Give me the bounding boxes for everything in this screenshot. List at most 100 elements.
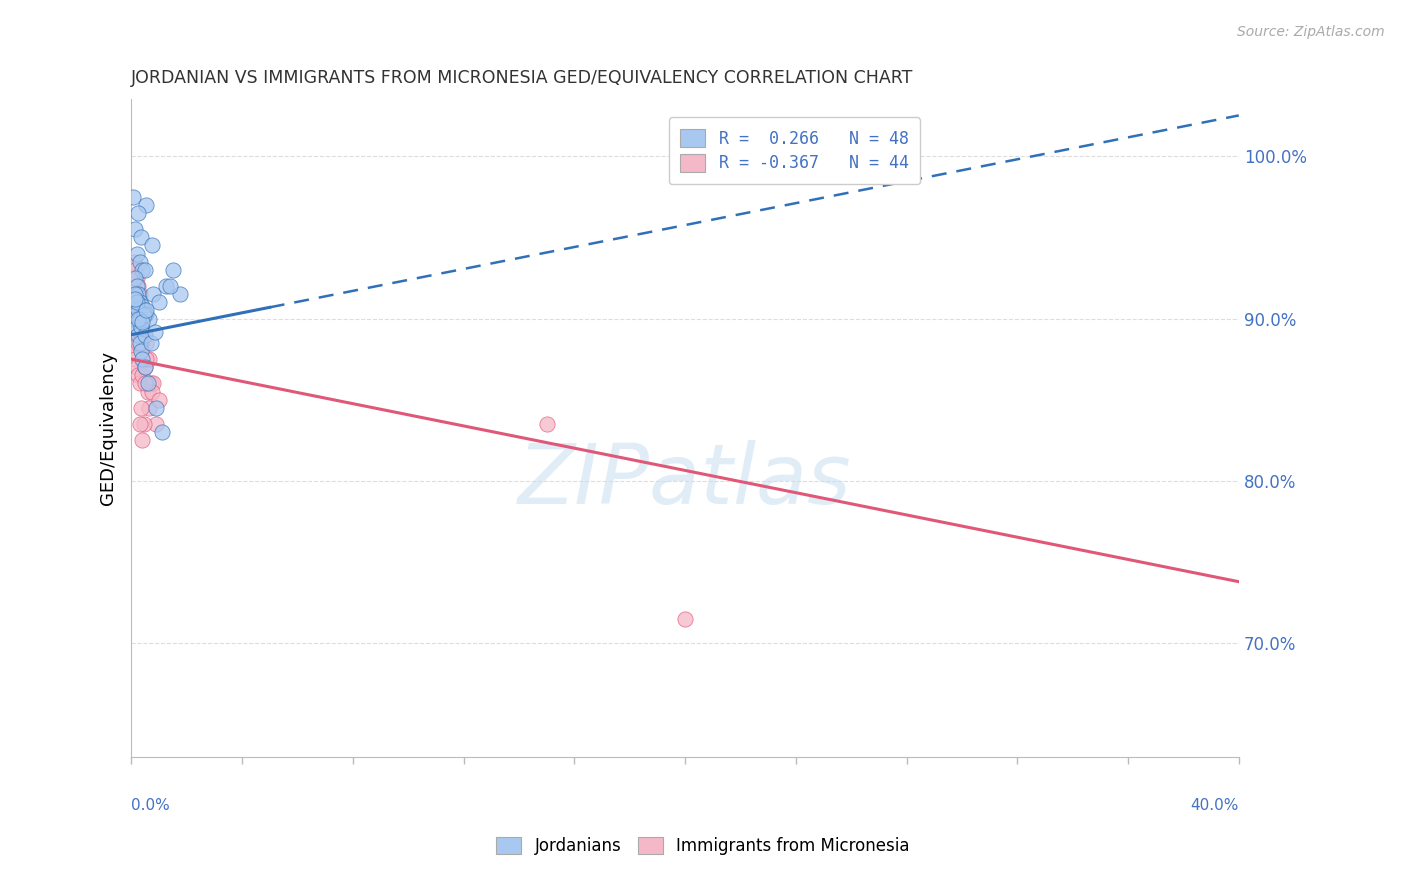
Text: ZIPatlas: ZIPatlas: [519, 441, 852, 521]
Point: [142, 376, 165, 391]
Point: [131, 299, 153, 313]
Point: [124, 295, 146, 310]
Point: [128, 417, 150, 431]
Point: [135, 303, 157, 318]
Point: [124, 262, 146, 277]
Point: [125, 246, 148, 260]
Point: [536, 417, 558, 431]
Point: [124, 311, 146, 326]
Point: [132, 417, 155, 431]
Point: [124, 311, 146, 326]
Point: [127, 368, 149, 383]
Point: [139, 335, 162, 350]
Point: [129, 319, 152, 334]
Point: [124, 292, 146, 306]
Point: [134, 262, 156, 277]
Y-axis label: GED/Equivalency: GED/Equivalency: [100, 351, 117, 505]
Point: [127, 327, 149, 342]
Point: [124, 222, 146, 236]
Point: [136, 384, 159, 399]
Point: [135, 352, 157, 367]
Point: [125, 295, 148, 310]
Point: [124, 352, 146, 367]
Point: [148, 392, 170, 407]
Text: JORDANIAN VS IMMIGRANTS FROM MICRONESIA GED/EQUIVALENCY CORRELATION CHART: JORDANIAN VS IMMIGRANTS FROM MICRONESIA …: [131, 69, 914, 87]
Point: [127, 335, 149, 350]
Point: [131, 315, 153, 329]
Point: [155, 279, 177, 293]
Point: [122, 344, 145, 359]
Point: [121, 335, 143, 350]
Point: [124, 303, 146, 318]
Point: [125, 303, 148, 318]
Point: [134, 360, 156, 375]
Point: [125, 319, 148, 334]
Point: [128, 295, 150, 310]
Point: [127, 315, 149, 329]
Legend: R =  0.266   N = 48, R = -0.367   N = 44: R = 0.266 N = 48, R = -0.367 N = 44: [669, 118, 921, 184]
Point: [148, 295, 170, 310]
Point: [128, 287, 150, 301]
Point: [138, 352, 160, 367]
Point: [128, 311, 150, 326]
Point: [121, 189, 143, 203]
Point: [125, 279, 148, 293]
Point: [124, 271, 146, 285]
Point: [129, 230, 152, 244]
Point: [143, 325, 166, 339]
Point: [128, 335, 150, 350]
Point: [162, 262, 184, 277]
Point: [145, 401, 167, 415]
Point: [128, 254, 150, 268]
Point: [142, 287, 165, 301]
Point: [141, 238, 163, 252]
Point: [127, 303, 149, 318]
Point: [134, 376, 156, 391]
Point: [128, 325, 150, 339]
Point: [136, 376, 159, 391]
Point: [122, 254, 145, 268]
Point: [673, 612, 696, 626]
Point: [132, 327, 155, 342]
Point: [138, 401, 160, 415]
Legend: Jordanians, Immigrants from Micronesia: Jordanians, Immigrants from Micronesia: [489, 830, 917, 862]
Point: [150, 425, 173, 440]
Point: [169, 287, 191, 301]
Point: [124, 287, 146, 301]
Point: [135, 198, 157, 212]
Point: [145, 417, 167, 431]
Point: [138, 311, 160, 326]
Point: [135, 335, 157, 350]
Point: [159, 279, 181, 293]
Point: [129, 344, 152, 359]
Point: [127, 311, 149, 326]
Text: 0.0%: 0.0%: [131, 797, 170, 813]
Text: 40.0%: 40.0%: [1191, 797, 1239, 813]
Point: [128, 376, 150, 391]
Point: [127, 279, 149, 293]
Point: [129, 401, 152, 415]
Point: [131, 434, 153, 448]
Point: [129, 319, 152, 334]
Point: [132, 308, 155, 322]
Point: [134, 327, 156, 342]
Point: [129, 335, 152, 350]
Point: [127, 206, 149, 220]
Point: [141, 384, 163, 399]
Point: [131, 352, 153, 367]
Point: [132, 303, 155, 318]
Point: [122, 287, 145, 301]
Point: [125, 360, 148, 375]
Point: [135, 307, 157, 321]
Point: [131, 327, 153, 342]
Point: [127, 287, 149, 301]
Point: [127, 311, 149, 326]
Point: [134, 360, 156, 375]
Point: [139, 376, 162, 391]
Point: [125, 271, 148, 285]
Point: [125, 287, 148, 301]
Point: [131, 262, 153, 277]
Text: Source: ZipAtlas.com: Source: ZipAtlas.com: [1237, 25, 1385, 39]
Point: [131, 368, 153, 383]
Point: [122, 303, 145, 318]
